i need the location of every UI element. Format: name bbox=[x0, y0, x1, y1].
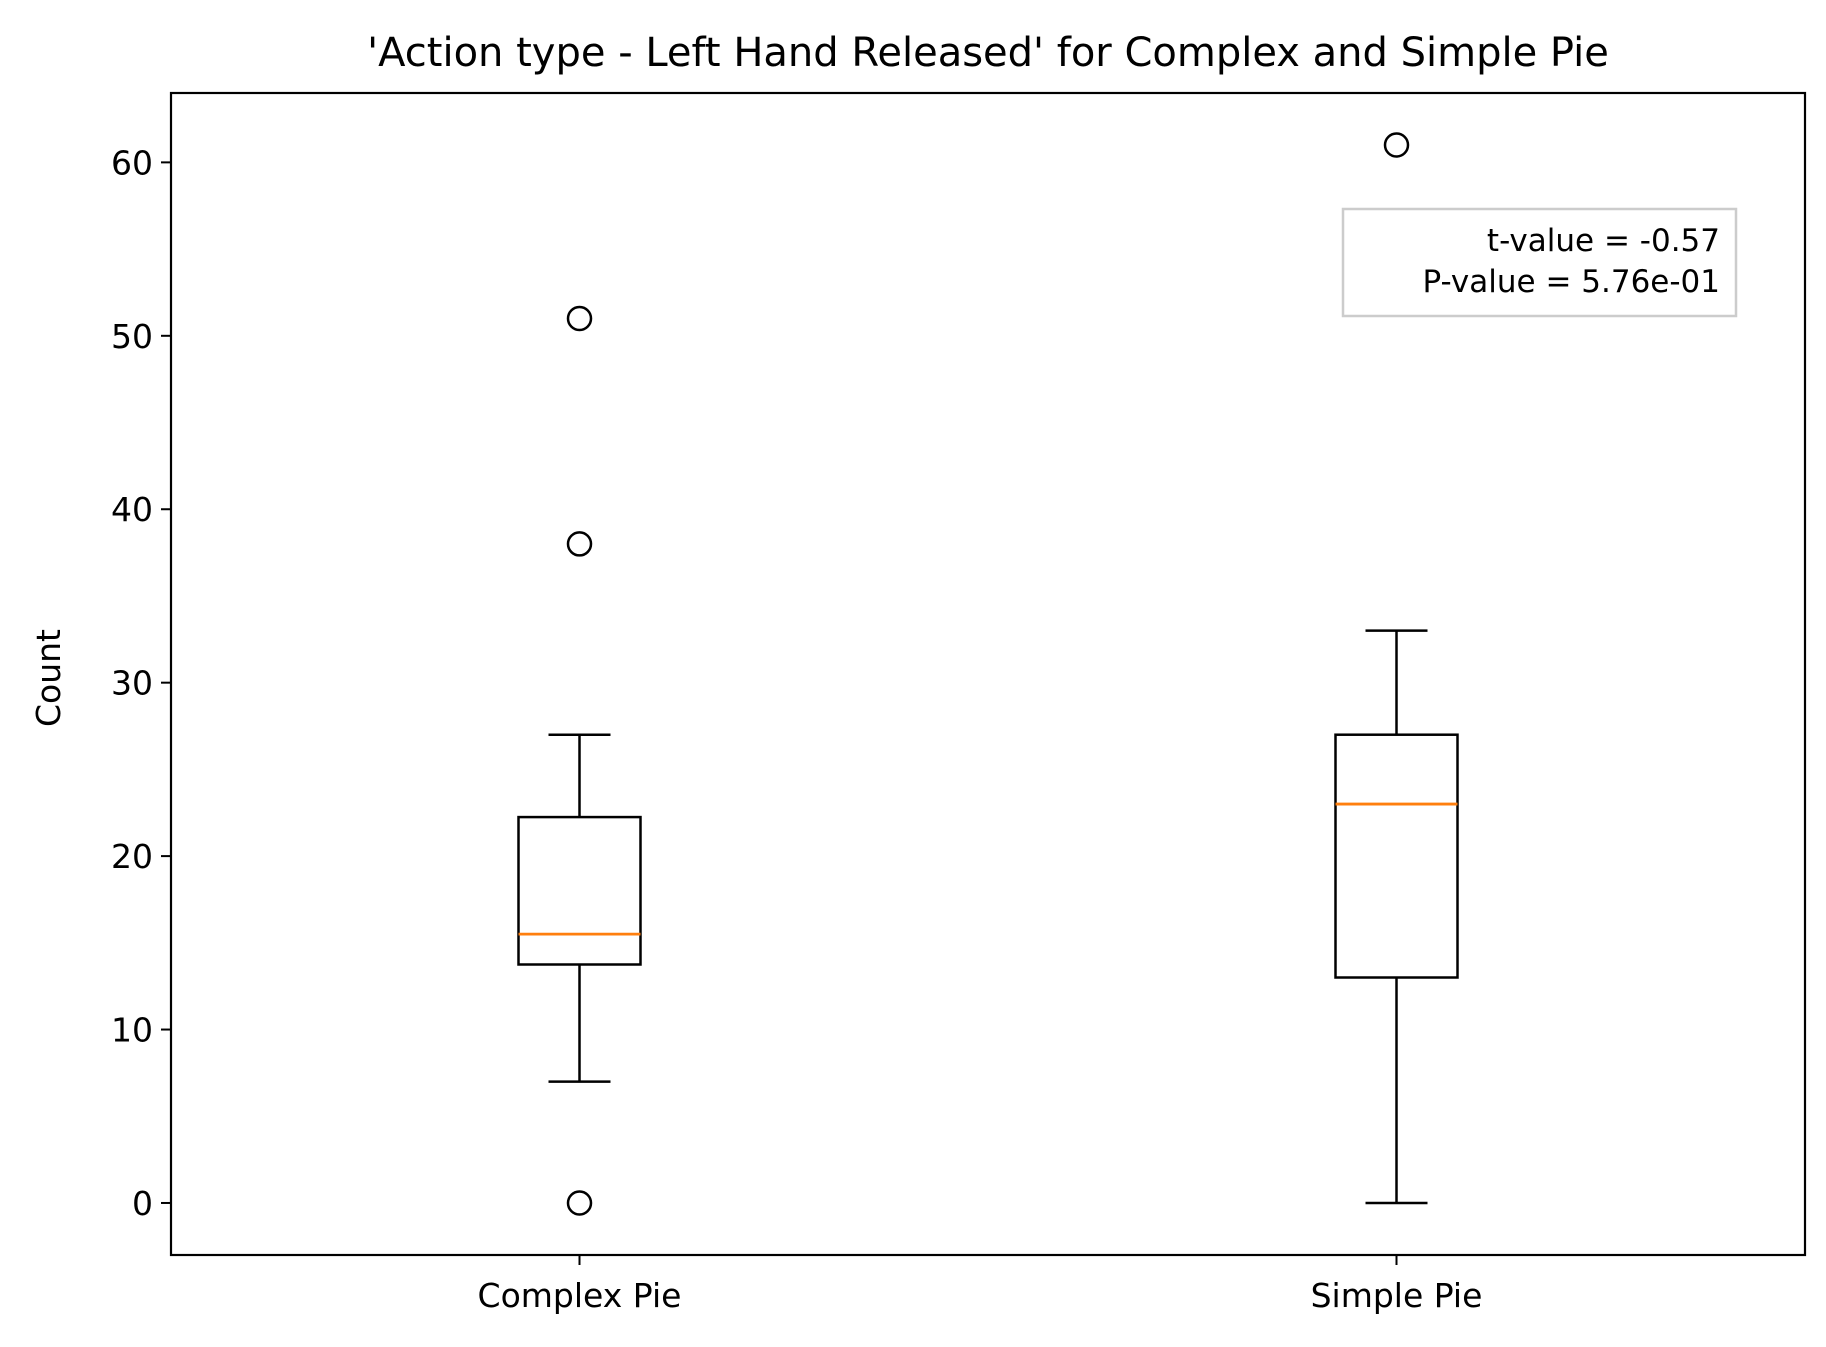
y-tick-label: 20 bbox=[111, 837, 153, 876]
t-value-text: t-value = -0.57 bbox=[1487, 223, 1720, 259]
iqr-box bbox=[517, 815, 642, 966]
y-tick-label: 60 bbox=[111, 143, 153, 182]
outlier-point bbox=[1383, 132, 1410, 158]
chart-title: 'Action type - Left Hand Released' for C… bbox=[367, 30, 1609, 76]
x-axis: Complex Pie Simple Pie bbox=[478, 1255, 1483, 1315]
box-group bbox=[517, 305, 642, 1216]
plot-area-frame bbox=[169, 91, 1807, 1257]
x-tick-label: Simple Pie bbox=[1311, 1276, 1483, 1315]
y-axis-label: Count bbox=[29, 629, 68, 727]
outlier-point bbox=[566, 305, 593, 332]
box-series bbox=[517, 132, 1459, 1216]
iqr-box bbox=[1334, 733, 1459, 979]
stats-legend: t-value = -0.57 P-value = 5.76e-01 bbox=[1341, 207, 1738, 318]
p-value-text: P-value = 5.76e-01 bbox=[1423, 264, 1720, 300]
outlier-point bbox=[566, 531, 593, 557]
y-tick-label: 30 bbox=[111, 664, 153, 703]
y-axis: 0 10 20 30 40 50 60 bbox=[111, 143, 171, 1223]
y-tick-label: 50 bbox=[111, 317, 153, 356]
outlier-point bbox=[566, 1190, 593, 1216]
stats-legend-frame bbox=[1341, 207, 1738, 318]
box-group bbox=[1334, 132, 1459, 1205]
y-tick-label: 10 bbox=[111, 1011, 153, 1050]
y-tick-label: 0 bbox=[132, 1184, 153, 1223]
y-tick-label: 40 bbox=[111, 490, 153, 529]
x-tick-label: Complex Pie bbox=[478, 1276, 682, 1315]
